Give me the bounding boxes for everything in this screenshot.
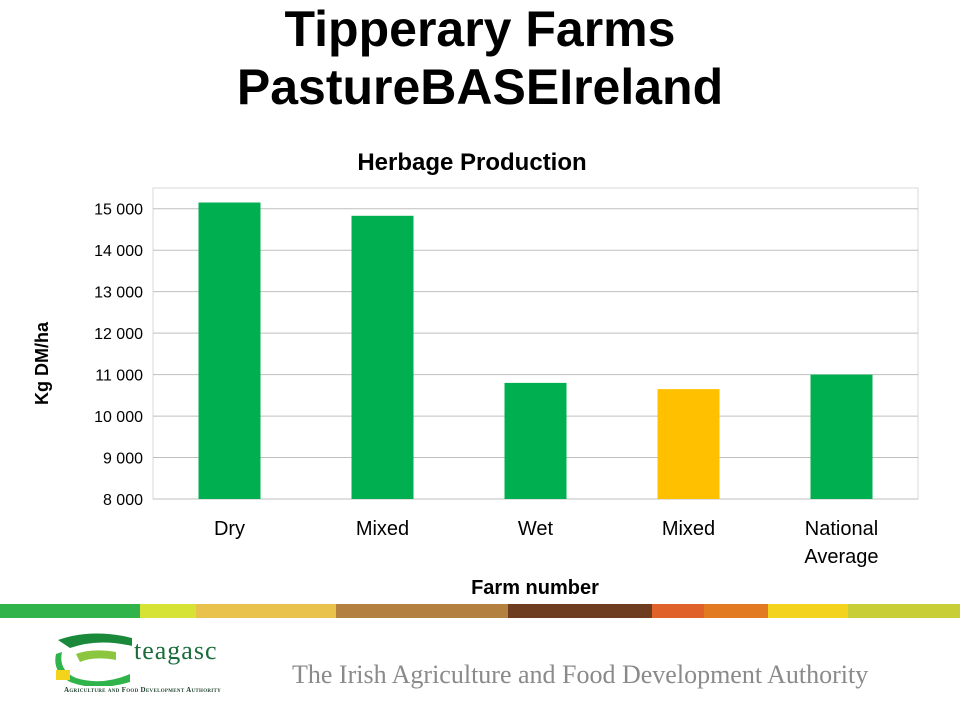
slide-title-line-1: Tipperary Farms	[284, 1, 676, 57]
y-tick-label: 13 000	[94, 285, 143, 302]
color-band-segment	[0, 604, 140, 618]
x-tick-label: Wet	[518, 518, 554, 540]
color-band-segment	[508, 604, 652, 618]
color-band-divider	[0, 604, 960, 618]
teagasc-swoosh-icon	[55, 633, 132, 687]
slide-title-line-2: PastureBASEIreland	[236, 59, 724, 115]
y-tick-label: 11 000	[95, 368, 143, 385]
color-band-segment	[336, 604, 508, 618]
x-tick-label: Mixed	[356, 518, 409, 540]
y-tick-label: 9 000	[103, 451, 143, 468]
logo-subtext: Agriculture and Food Development Authori…	[64, 686, 222, 694]
bar	[351, 215, 414, 500]
y-tick-label: 15 000	[94, 202, 143, 219]
y-tick-label: 10 000	[94, 409, 143, 426]
x-tick-label: Dry	[214, 518, 245, 540]
color-band-segment	[652, 604, 704, 618]
x-axis-label: Farm number	[471, 577, 599, 599]
herbage-production-chart: Herbage Production 8 000 9 000 10 000 11 000…	[32, 149, 919, 599]
authority-tagline: The Irish Agriculture and Food Developme…	[292, 660, 869, 689]
y-tick-label: 8 000	[103, 492, 143, 509]
logo-wordmark: teagasc	[134, 636, 218, 665]
bar	[504, 382, 567, 499]
color-band-segment	[196, 604, 336, 618]
color-band-segment	[140, 604, 196, 618]
color-band-segment	[704, 604, 768, 618]
color-band-segment	[768, 604, 848, 618]
y-tick-label: 14 000	[94, 243, 143, 260]
color-band-segment	[848, 604, 960, 618]
bar	[198, 202, 261, 499]
y-tick-label: 12 000	[94, 326, 143, 343]
chart-title: Herbage Production	[357, 149, 586, 176]
bar	[657, 389, 720, 499]
y-axis-label: Kg DM/ha	[32, 321, 52, 405]
x-tick-label: National	[805, 518, 878, 540]
x-tick-label: Mixed	[662, 518, 715, 540]
x-tick-label: Average	[804, 546, 878, 568]
slide-title: Tipperary Farms PastureBASEIreland	[0, 0, 960, 116]
bar	[810, 374, 873, 499]
teagasc-logo: teagasc Agriculture and Food Development…	[52, 630, 222, 698]
